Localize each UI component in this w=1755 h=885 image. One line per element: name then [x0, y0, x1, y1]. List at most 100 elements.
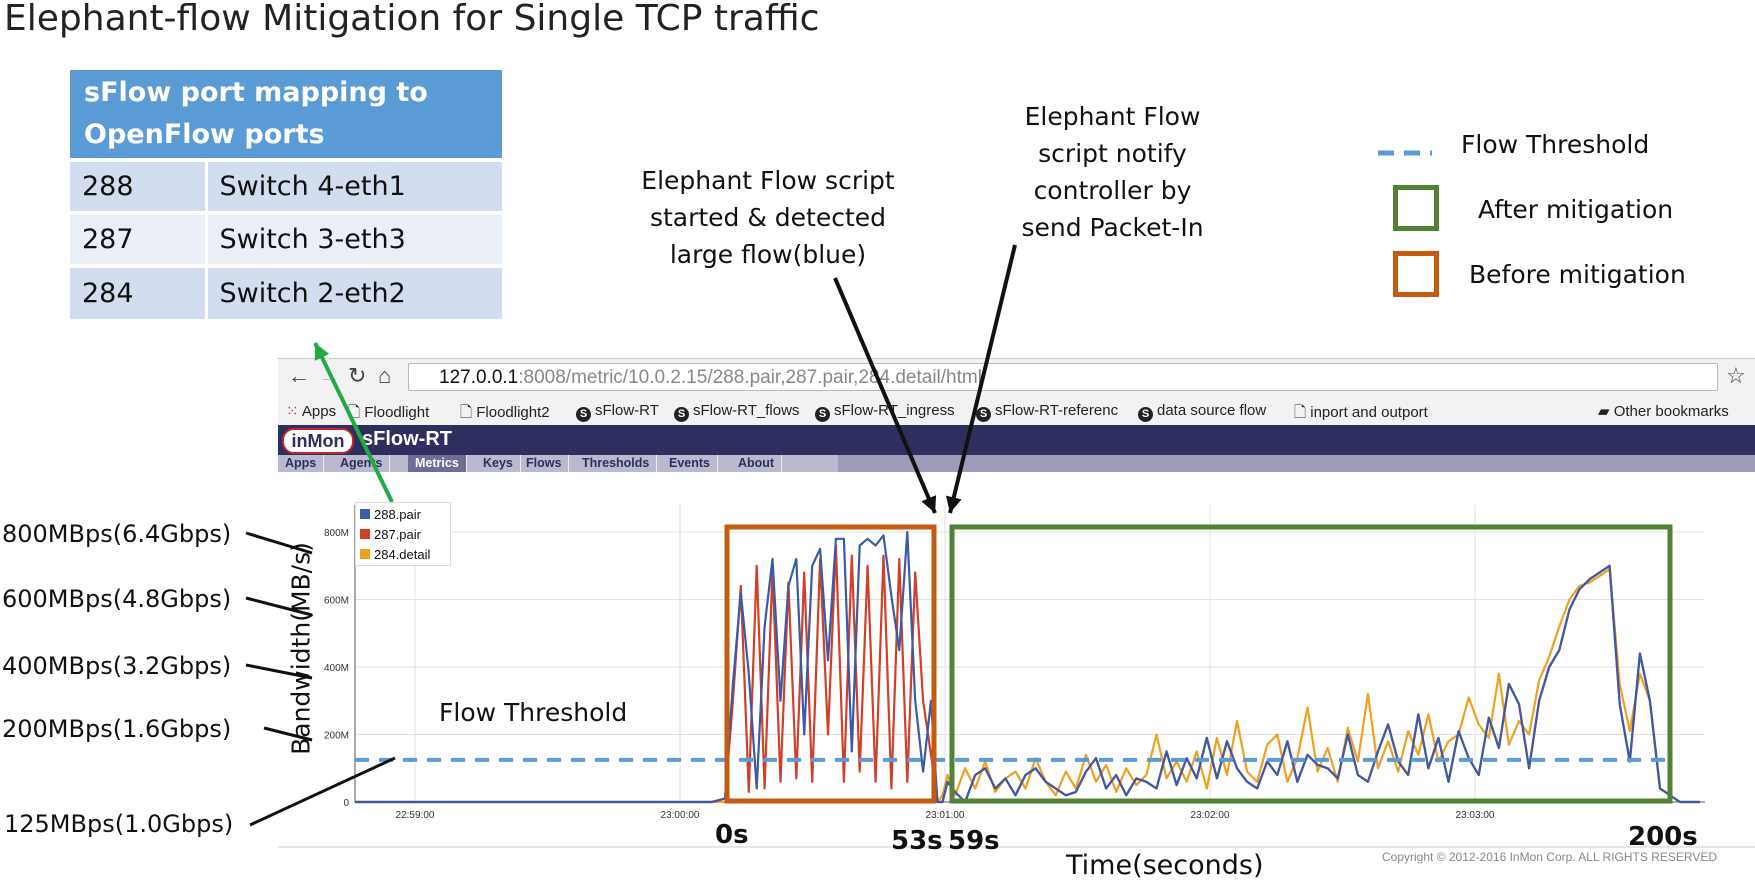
left-label-600: 600MBps(4.8Gbps) [2, 585, 232, 613]
y-axis-label: Bandwidth(MB/s) [286, 542, 316, 755]
time-marker-59s: 59s [948, 826, 1000, 856]
bookmark-floodlight[interactable]: 🗋 Floodlight [348, 404, 430, 421]
tab-about[interactable]: About [731, 455, 783, 472]
table-row: 287 Switch 3-eth3 [70, 211, 502, 266]
after-mitigation-box [949, 524, 1673, 804]
page-icon: 🗋 [460, 404, 477, 421]
bookmark-floodlight2[interactable]: 🗋 Floodlight2 [460, 404, 550, 421]
pointer-600 [245, 596, 313, 617]
x-tick-label: 23:02:00 [1191, 810, 1230, 821]
y-tick-label: 600M [324, 596, 349, 607]
legend-before-swatch [1393, 251, 1439, 297]
browser-window: ← → ↻ ⌂ 127.0.0.1:8008/metric/10.0.2.15/… [278, 358, 1755, 472]
bookmark-apps[interactable]: ⁙ Apps [286, 403, 337, 420]
copyright-text: Copyright © 2012-2016 InMon Corp. ALL RI… [1382, 850, 1717, 864]
legend-after-label: After mitigation [1478, 195, 1674, 224]
switch-cell: Switch 4-eth1 [206, 158, 502, 213]
x-tick-label: 23:01:00 [926, 810, 965, 821]
port-cell: 287 [70, 211, 208, 266]
port-cell: 284 [70, 264, 208, 319]
legend-threshold-swatch [1378, 143, 1432, 156]
legend-swatch [360, 509, 370, 519]
app-header: inMon sFlow-RT [278, 425, 1755, 455]
sflow-icon: S [576, 407, 591, 422]
port-cell: 288 [70, 158, 208, 213]
series-line-288-pair [355, 530, 1700, 804]
pointer-125 [249, 756, 396, 827]
arrow-script-notify [948, 244, 1017, 514]
home-icon[interactable]: ⌂ [378, 363, 392, 388]
app-name: sFlow-RT [362, 428, 452, 450]
pointer-800 [245, 531, 313, 555]
sflow-icon: S [1138, 407, 1153, 422]
address-bar[interactable]: 127.0.0.1:8008/metric/10.0.2.15/288.pair… [408, 363, 1718, 391]
apps-grid-icon: ⁙ [286, 403, 302, 420]
sflow-icon: S [976, 407, 991, 422]
bookmark-inport-outport[interactable]: 🗋 inport and outport [1294, 404, 1428, 421]
arrow-script-started-head [921, 495, 937, 513]
folder-icon: ▰ [1598, 403, 1614, 420]
tab-keys[interactable]: Keys [476, 455, 521, 472]
inmon-logo: inMon [282, 428, 354, 454]
x-tick-label: 22:59:00 [396, 810, 435, 821]
arrow-port-mapping-head [314, 343, 330, 361]
left-label-125: 125MBps(1.0Gbps) [4, 810, 234, 838]
tab-flows[interactable]: Flows [519, 455, 570, 472]
port-mapping-table: sFlow port mapping to OpenFlow ports 288… [70, 70, 502, 319]
arrow-script-notify-head [945, 495, 962, 513]
y-tick-label: 0 [343, 798, 349, 809]
tab-thresholds[interactable]: Thresholds [575, 455, 658, 472]
time-marker-53s: 53s [891, 826, 943, 856]
y-tick-label: 400M [324, 663, 349, 674]
tab-bar: Apps Agents Metrics Keys Flows Threshold… [278, 455, 1755, 472]
table-header: sFlow port mapping to OpenFlow ports [70, 70, 502, 160]
left-label-200: 200MBps(1.6Gbps) [2, 715, 232, 743]
arrow-port-mapping [313, 342, 394, 503]
tab-apps[interactable]: Apps [278, 455, 325, 472]
table-row: 284 Switch 2-eth2 [70, 264, 502, 319]
bookmark-other[interactable]: ▰ Other bookmarks [1598, 403, 1729, 420]
y-tick-label: 200M [324, 731, 349, 742]
legend-item-284: 284.detail [360, 545, 446, 565]
legend-swatch [360, 549, 370, 559]
tab-metrics[interactable]: Metrics [408, 455, 467, 472]
time-marker-200s: 200s [1628, 822, 1698, 852]
annotation-script-notify: Elephant Flow script notify controller b… [1021, 102, 1204, 242]
sflow-icon: S [674, 407, 689, 422]
switch-cell: Switch 2-eth2 [206, 264, 502, 319]
x-axis-label: Time(seconds) [1066, 850, 1264, 881]
legend-after-swatch [1393, 185, 1439, 231]
pointer-400 [245, 663, 313, 680]
sflow-icon: S [815, 407, 830, 422]
reload-icon[interactable]: ↻ [348, 363, 367, 388]
chart-legend: 288.pair 287.pair 284.detail [355, 502, 451, 566]
switch-cell: Switch 3-eth3 [206, 211, 502, 266]
time-marker-0s: 0s [715, 820, 749, 850]
legend-before-label: Before mitigation [1469, 260, 1686, 289]
arrow-script-started [833, 277, 937, 514]
back-icon[interactable]: ← [288, 363, 310, 388]
annotation-overlays [245, 244, 1675, 827]
left-label-800: 800MBps(6.4Gbps) [2, 520, 232, 548]
flow-threshold-label: Flow Threshold [439, 698, 628, 727]
slide-title: Elephant-flow Mitigation for Single TCP … [4, 0, 820, 39]
legend-item-287: 287.pair [360, 525, 446, 545]
star-icon[interactable]: ☆ [1726, 363, 1746, 388]
browser-navbar: ← → ↻ ⌂ 127.0.0.1:8008/metric/10.0.2.15/… [278, 359, 1755, 397]
table-row: 288 Switch 4-eth1 [70, 158, 502, 213]
x-tick-label: 23:00:00 [661, 810, 700, 821]
legend-swatch [360, 529, 370, 539]
before-mitigation-box [724, 524, 937, 804]
legend-item-288: 288.pair [360, 505, 446, 525]
url-path: :8008/metric/10.0.2.15/288.pair,287.pair… [518, 367, 982, 388]
x-tick-label: 23:03:00 [1456, 810, 1495, 821]
tab-events[interactable]: Events [662, 455, 718, 472]
plot-ticks: 0 200M 400M 600M 800M 22:59:00 23:00:00 23:01:0… [324, 528, 1495, 821]
